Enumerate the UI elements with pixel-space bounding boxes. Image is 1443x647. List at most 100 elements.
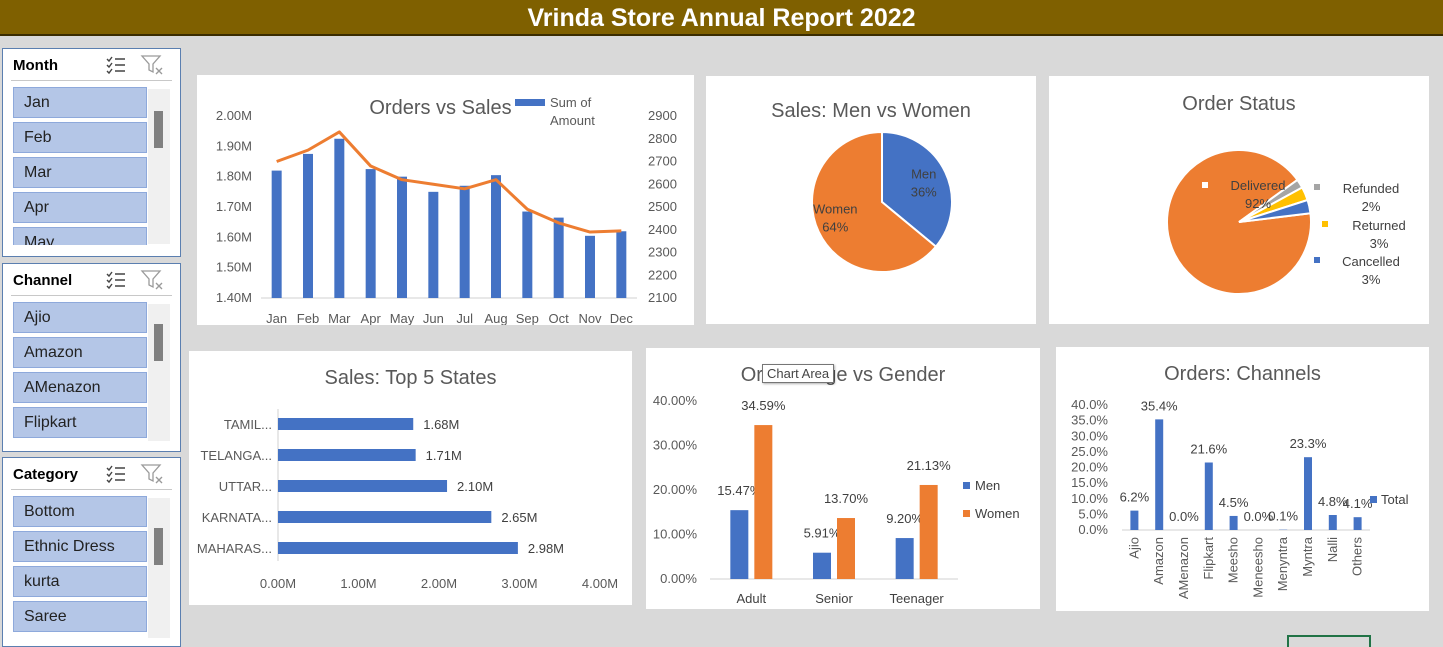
clear-filter-icon[interactable]: [140, 462, 166, 486]
report-title: Vrinda Store Annual Report 2022: [0, 0, 1443, 36]
slicer-item-kurta[interactable]: kurta: [13, 566, 147, 597]
orders-line[interactable]: [277, 132, 622, 232]
clear-filter-icon[interactable]: [140, 268, 166, 292]
bar-nov[interactable]: [585, 236, 595, 298]
x-tick-label: Feb: [297, 311, 319, 325]
bar-sep[interactable]: [522, 212, 532, 298]
slice-percent: 64%: [822, 219, 848, 234]
bar-aug[interactable]: [491, 175, 501, 298]
scroll-thumb[interactable]: [154, 528, 163, 565]
bar-state[interactable]: [278, 418, 413, 430]
bar-women[interactable]: [920, 485, 938, 579]
bar-mar[interactable]: [334, 139, 344, 298]
y-left-tick: 1.90M: [216, 138, 252, 153]
channels-chart[interactable]: 40.0%35.0%30.0%25.0%20.0%15.0%10.0%5.0%0…: [1056, 347, 1429, 611]
y-tick-label: 15.0%: [1071, 475, 1108, 490]
bar-state[interactable]: [278, 480, 447, 492]
delivered-marker[interactable]: [1201, 181, 1209, 189]
scroll-thumb[interactable]: [154, 111, 163, 148]
bar-channel[interactable]: [1230, 516, 1238, 530]
scroll-thumb[interactable]: [154, 324, 163, 361]
bar-state[interactable]: [278, 449, 416, 461]
bar-jul[interactable]: [460, 186, 470, 298]
bar-channel[interactable]: [1205, 463, 1213, 531]
bar-channel[interactable]: [1304, 457, 1312, 530]
y-right-tick: 2600: [648, 176, 677, 191]
y-tick-label: 40.0%: [1071, 397, 1108, 412]
bar-may[interactable]: [397, 177, 407, 298]
multi-select-icon[interactable]: [104, 53, 128, 77]
data-label: 23.3%: [1290, 436, 1327, 451]
x-tick-label: Flipkart: [1201, 537, 1216, 580]
bar-channel[interactable]: [1130, 511, 1138, 530]
legend-swatch: [1370, 496, 1377, 503]
y-tick-label: 0.0%: [1078, 522, 1108, 537]
data-label: 21.13%: [907, 458, 952, 473]
bar-channel[interactable]: [1155, 419, 1163, 530]
slicer-items: Bottom Ethnic Dress kurta Saree: [13, 496, 147, 646]
age-gender-chart[interactable]: 40.00%30.00%20.00%10.00%0.00%15.47%34.59…: [646, 348, 1040, 609]
category-slicer: Category Bottom Ethnic Dress kurta Saree: [2, 457, 181, 647]
slicer-scrollbar[interactable]: [148, 498, 170, 638]
bar-jan[interactable]: [272, 171, 282, 298]
data-label: 13.70%: [824, 491, 869, 506]
bar-state[interactable]: [278, 542, 518, 554]
legend-swatch: [1322, 221, 1328, 227]
chart-title: Order Status: [1049, 93, 1429, 116]
slicer-item-may[interactable]: May: [13, 227, 147, 245]
x-tick-label: Apr: [361, 311, 382, 325]
bar-feb[interactable]: [303, 154, 313, 298]
x-tick-label: Adult: [737, 591, 767, 606]
y-tick-label: 20.00%: [653, 482, 698, 497]
x-tick-label: 3.00M: [501, 576, 537, 591]
bar-state[interactable]: [278, 511, 491, 523]
slicer-item-jan[interactable]: Jan: [13, 87, 147, 118]
bar-men[interactable]: [813, 553, 831, 579]
slicer-item-ethnic-dress[interactable]: Ethnic Dress: [13, 531, 147, 562]
bar-dec[interactable]: [616, 231, 626, 298]
x-tick-label: May: [390, 311, 415, 325]
bar-channel[interactable]: [1329, 515, 1337, 530]
bar-men[interactable]: [730, 510, 748, 579]
slicer-item-apr[interactable]: Apr: [13, 192, 147, 223]
bar-men[interactable]: [896, 538, 914, 579]
multi-select-icon[interactable]: [104, 268, 128, 292]
clear-filter-icon[interactable]: [140, 53, 166, 77]
slicer-item-amazon[interactable]: Amazon: [13, 337, 147, 368]
bar-channel[interactable]: [1354, 517, 1362, 530]
slicer-item-mar[interactable]: Mar: [13, 157, 147, 188]
y-right-tick: 2700: [648, 154, 677, 169]
slice-label: Refunded: [1343, 181, 1399, 196]
channels-panel[interactable]: Orders: Channels 40.0%35.0%30.0%25.0%20.…: [1056, 347, 1429, 611]
slicer-item-saree[interactable]: Saree: [13, 601, 147, 632]
bar-oct[interactable]: [554, 218, 564, 298]
slicer-item-flipkart[interactable]: Flipkart: [13, 407, 147, 438]
y-tick-label: KARNATA...: [202, 510, 272, 525]
x-tick-label: Nalli: [1325, 537, 1340, 562]
slicer-item-ajio[interactable]: Ajio: [13, 302, 147, 333]
data-label: 9.20%: [886, 511, 923, 526]
x-tick-label: 1.00M: [340, 576, 376, 591]
x-tick-label: Oct: [549, 311, 570, 325]
y-right-tick: 2100: [648, 290, 677, 305]
bar-jun[interactable]: [428, 192, 438, 298]
slicer-item-bottom[interactable]: Bottom: [13, 496, 147, 527]
slicer-scrollbar[interactable]: [148, 304, 170, 441]
slicer-scrollbar[interactable]: [148, 89, 170, 244]
slicer-items: Jan Feb Mar Apr May: [13, 87, 147, 245]
bar-women[interactable]: [837, 518, 855, 579]
slicer-item-amenazon[interactable]: AMenazon: [13, 372, 147, 403]
data-label: 6.2%: [1120, 490, 1150, 505]
age-gender-panel[interactable]: Orders: Age vs Gender 40.00%30.00%20.00%…: [646, 348, 1040, 609]
slice-label: Delivered: [1231, 178, 1286, 193]
bar-apr[interactable]: [366, 169, 376, 298]
bar-women[interactable]: [754, 425, 772, 579]
x-tick-label: Jun: [423, 311, 444, 325]
slicer-item-feb[interactable]: Feb: [13, 122, 147, 153]
multi-select-icon[interactable]: [104, 462, 128, 486]
y-tick-label: 10.00%: [653, 527, 698, 542]
